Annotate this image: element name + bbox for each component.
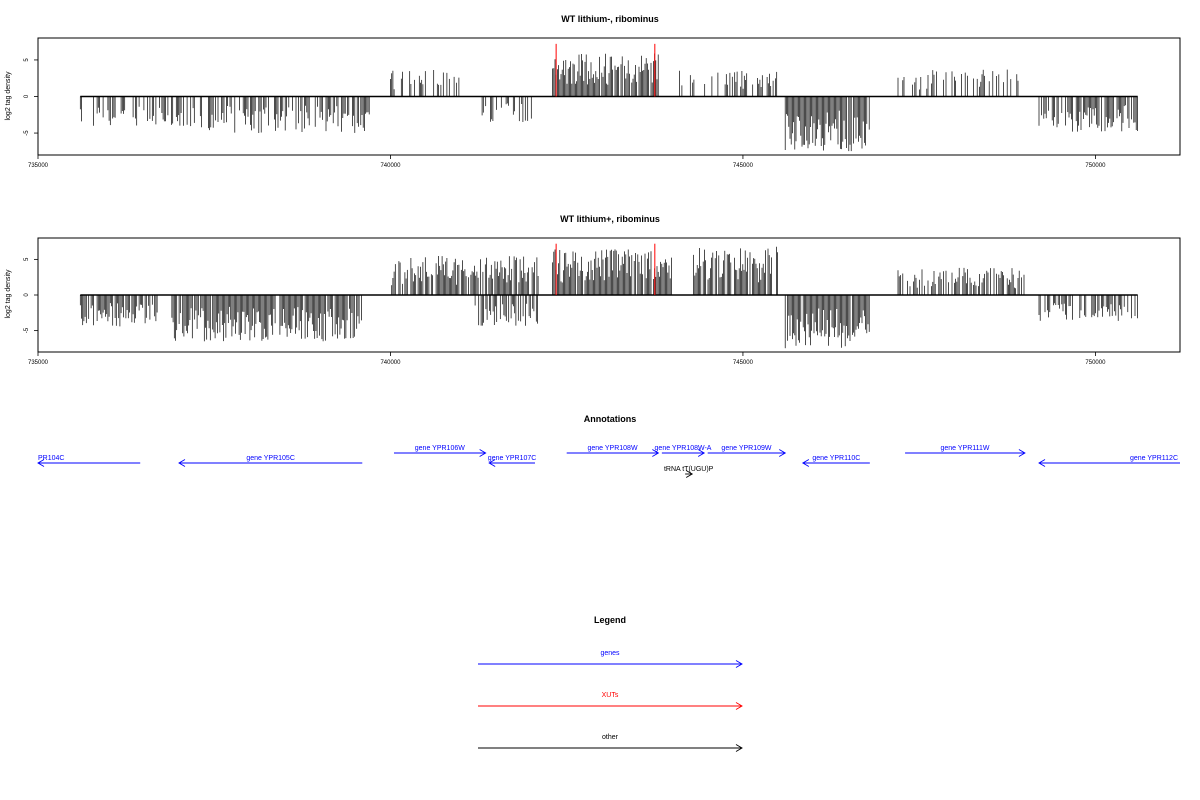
feature-arrowhead [652, 449, 660, 457]
feature-label: gene YPR109W [721, 445, 771, 452]
y-tick-label: -5 [24, 327, 30, 333]
y-tick-label: 0 [24, 94, 30, 98]
feature-label: tRNA tT(UGU)P [664, 466, 714, 473]
legend-title: Legend [594, 615, 626, 625]
marker-lines [555, 43, 656, 97]
annotations-title: Annotations [584, 414, 637, 424]
x-tick-label: 750000 [1085, 360, 1106, 366]
signal-bars [79, 53, 1138, 152]
x-axis: 735000 740000 745000 750000 [28, 155, 1106, 169]
feature-gene-ypr108w: gene YPR108W [566, 445, 660, 457]
y-tick-label: 5 [24, 58, 30, 62]
legend-item-gene: genes [478, 650, 743, 668]
x-tick-label: 740000 [380, 360, 401, 366]
feature-label: gene YPR108W-A [655, 445, 712, 452]
feature-label: gene YPR106W [415, 445, 465, 452]
x-tick-label: 735000 [28, 360, 49, 366]
feature-label: PR104C [38, 455, 64, 462]
feature-arrowhead [479, 449, 487, 457]
legend: Legend genes XUTs other [478, 615, 743, 752]
y-axis: -5 0 5 [24, 58, 38, 136]
feature-label: gene YPR107C [488, 455, 537, 462]
x-tick-label: 750000 [1085, 163, 1106, 169]
track-lithium-plus: WT lithium+, ribominus log2 tag density … [5, 214, 1181, 366]
feature-arrowhead [1018, 449, 1026, 457]
track-title: WT lithium-, ribominus [561, 14, 659, 24]
legend-arrowhead [735, 702, 743, 710]
feature-gene-ypr108w-a: gene YPR108W-A [655, 445, 712, 457]
legend-items: genes XUTs other [478, 650, 743, 752]
y-axis-label: log2 tag density [5, 71, 12, 121]
feature-gene-ypr109w: gene YPR109W [707, 445, 787, 457]
y-axis-label: log2 tag density [5, 269, 12, 319]
x-axis: 735000 740000 745000 750000 [28, 352, 1106, 366]
x-tick-label: 735000 [28, 163, 49, 169]
feature-trna-tt-ugu-p: tRNA tT(UGU)P [664, 466, 714, 478]
legend-item-other: other [478, 734, 743, 752]
legend-arrowhead [735, 660, 743, 668]
signal-bars [79, 246, 1138, 349]
feature-arrowhead [37, 459, 45, 467]
y-tick-label: 5 [24, 257, 30, 261]
feature-label: gene YPR105C [246, 455, 295, 462]
x-tick-label: 745000 [733, 360, 754, 366]
legend-label: other [602, 734, 619, 741]
feature-arrowhead [685, 470, 694, 478]
feature-arrowhead [697, 449, 706, 457]
feature-label: gene YPR108W [587, 445, 637, 452]
legend-item-xut: XUTs [478, 692, 743, 710]
feature-arrowhead [779, 449, 787, 457]
feature-gene-ypr105c: gene YPR105C [178, 455, 363, 467]
feature-pr104c: PR104C [37, 455, 141, 467]
track-title: WT lithium+, ribominus [560, 214, 660, 224]
x-tick-label: 740000 [380, 163, 401, 169]
annotations-track: Annotations PR104C gene YPR105C gene YPR10… [37, 414, 1180, 478]
feature-gene-ypr106w: gene YPR106W [393, 445, 487, 457]
feature-arrowhead [178, 459, 186, 467]
feature-arrows: PR104C gene YPR105C gene YPR106W gene YPR10… [37, 445, 1180, 478]
feature-gene-ypr111w: gene YPR111W [905, 445, 1026, 457]
y-tick-label: -5 [24, 130, 30, 136]
feature-arrowhead [801, 459, 810, 467]
legend-label: XUTs [602, 692, 619, 699]
feature-label: gene YPR112C [1130, 455, 1178, 462]
legend-label: genes [600, 650, 620, 657]
y-tick-label: 0 [24, 293, 30, 297]
feature-arrowhead [1038, 459, 1046, 467]
feature-gene-ypr107c: gene YPR107C [488, 455, 537, 467]
feature-gene-ypr110c: gene YPR110C [801, 455, 870, 467]
feature-arrowhead [488, 459, 496, 467]
feature-label: gene YPR111W [940, 445, 989, 452]
feature-label: gene YPR110C [812, 455, 860, 462]
track-lithium-minus: WT lithium-, ribominus log2 tag density … [5, 14, 1181, 169]
marker-lines [555, 243, 656, 295]
y-axis: -5 0 5 [24, 257, 38, 333]
x-tick-label: 745000 [733, 163, 754, 169]
feature-gene-ypr112c: gene YPR112C [1038, 455, 1180, 467]
legend-arrowhead [735, 744, 743, 752]
